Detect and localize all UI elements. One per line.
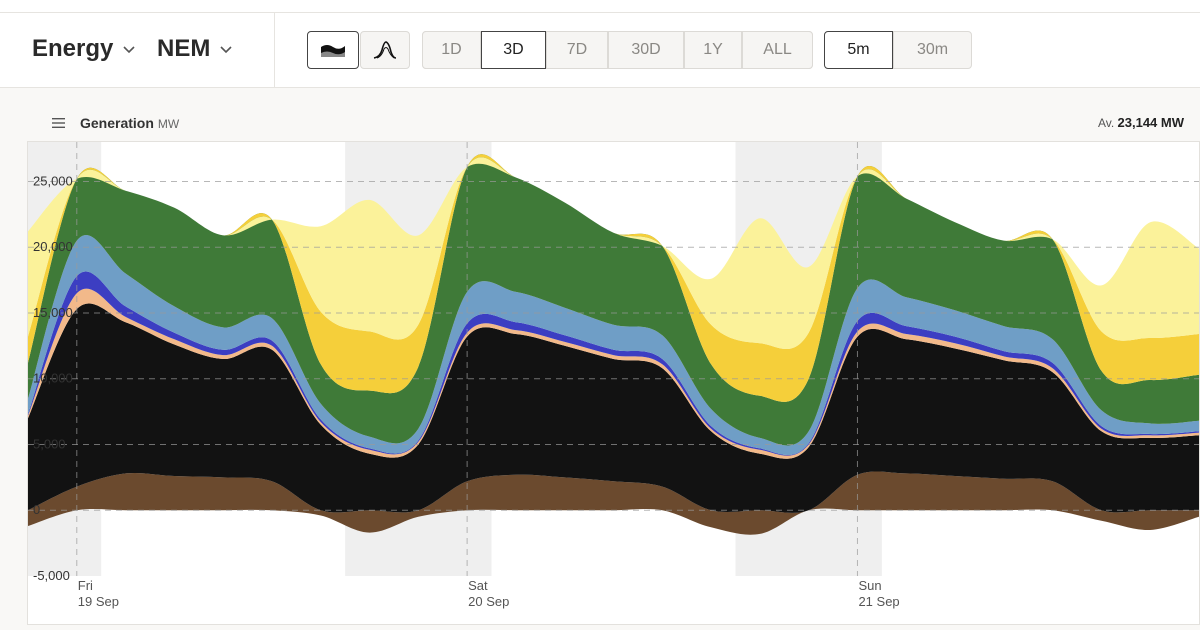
chevron-down-icon: [220, 46, 232, 54]
y-tick-label-5: 20,000: [33, 239, 73, 254]
y-tick-label-0: -5,000: [33, 568, 70, 583]
region-label: NEM: [157, 35, 211, 62]
x-tick-date-1: 20 Sep: [468, 594, 509, 609]
series-area-6: [28, 154, 1199, 402]
average-readout: Av. 23,144 MW: [1098, 115, 1184, 130]
panel-title-text: Generation: [80, 115, 154, 131]
stacked-area-icon: [321, 45, 345, 57]
y-tick-label-6: 25,000: [33, 173, 73, 188]
area-stack: [28, 154, 1199, 535]
y-tick-label-4: 15,000: [33, 305, 73, 320]
top-border: [0, 12, 1200, 13]
dataset-label: Energy: [32, 35, 114, 62]
y-tick-label-2: 5,000: [33, 436, 66, 451]
y-tick-label-3: 10,000: [33, 371, 73, 386]
header-bar: Energy NEM 1D 3D 7D 30D 1Y ALL 5m 30m: [0, 13, 1200, 88]
range-30d-button[interactable]: 30D: [608, 31, 684, 69]
interval-5m-button[interactable]: 5m: [824, 31, 893, 69]
header-divider: [274, 13, 275, 87]
x-tick-day-1: Sat: [468, 578, 488, 593]
panel-unit: MW: [157, 117, 180, 131]
line-style-button[interactable]: [360, 31, 410, 69]
average-value: 23,144 MW: [1117, 115, 1184, 130]
menu-icon[interactable]: [52, 117, 65, 129]
average-prefix: Av.: [1097, 116, 1115, 130]
stacked-area-style-button[interactable]: [307, 31, 359, 69]
x-tick-date-2: 21 Sep: [858, 594, 899, 609]
range-1d-button[interactable]: 1D: [422, 31, 481, 69]
x-tick-date-0: 19 Sep: [78, 594, 119, 609]
x-tick-day-0: Fri: [78, 578, 93, 593]
chevron-down-icon: [123, 46, 135, 54]
y-tick-label-1: 0: [33, 502, 40, 517]
series-area-0: [28, 471, 1199, 535]
dataset-selector[interactable]: Energy: [32, 35, 135, 63]
range-all-button[interactable]: ALL: [742, 31, 813, 69]
region-selector[interactable]: NEM: [157, 35, 232, 63]
x-tick-day-2: Sun: [858, 578, 881, 593]
series-area-4: [28, 234, 1199, 456]
interval-30m-button[interactable]: 30m: [893, 31, 972, 69]
range-3d-button[interactable]: 3D: [481, 31, 546, 69]
line-chart-icon: [373, 41, 397, 59]
series-area-5: [28, 154, 1199, 446]
panel-title: Generation MW: [80, 115, 179, 131]
series-area-7: [28, 157, 1199, 349]
series-area-1: [28, 303, 1199, 513]
range-7d-button[interactable]: 7D: [546, 31, 608, 69]
range-1y-button[interactable]: 1Y: [684, 31, 742, 69]
